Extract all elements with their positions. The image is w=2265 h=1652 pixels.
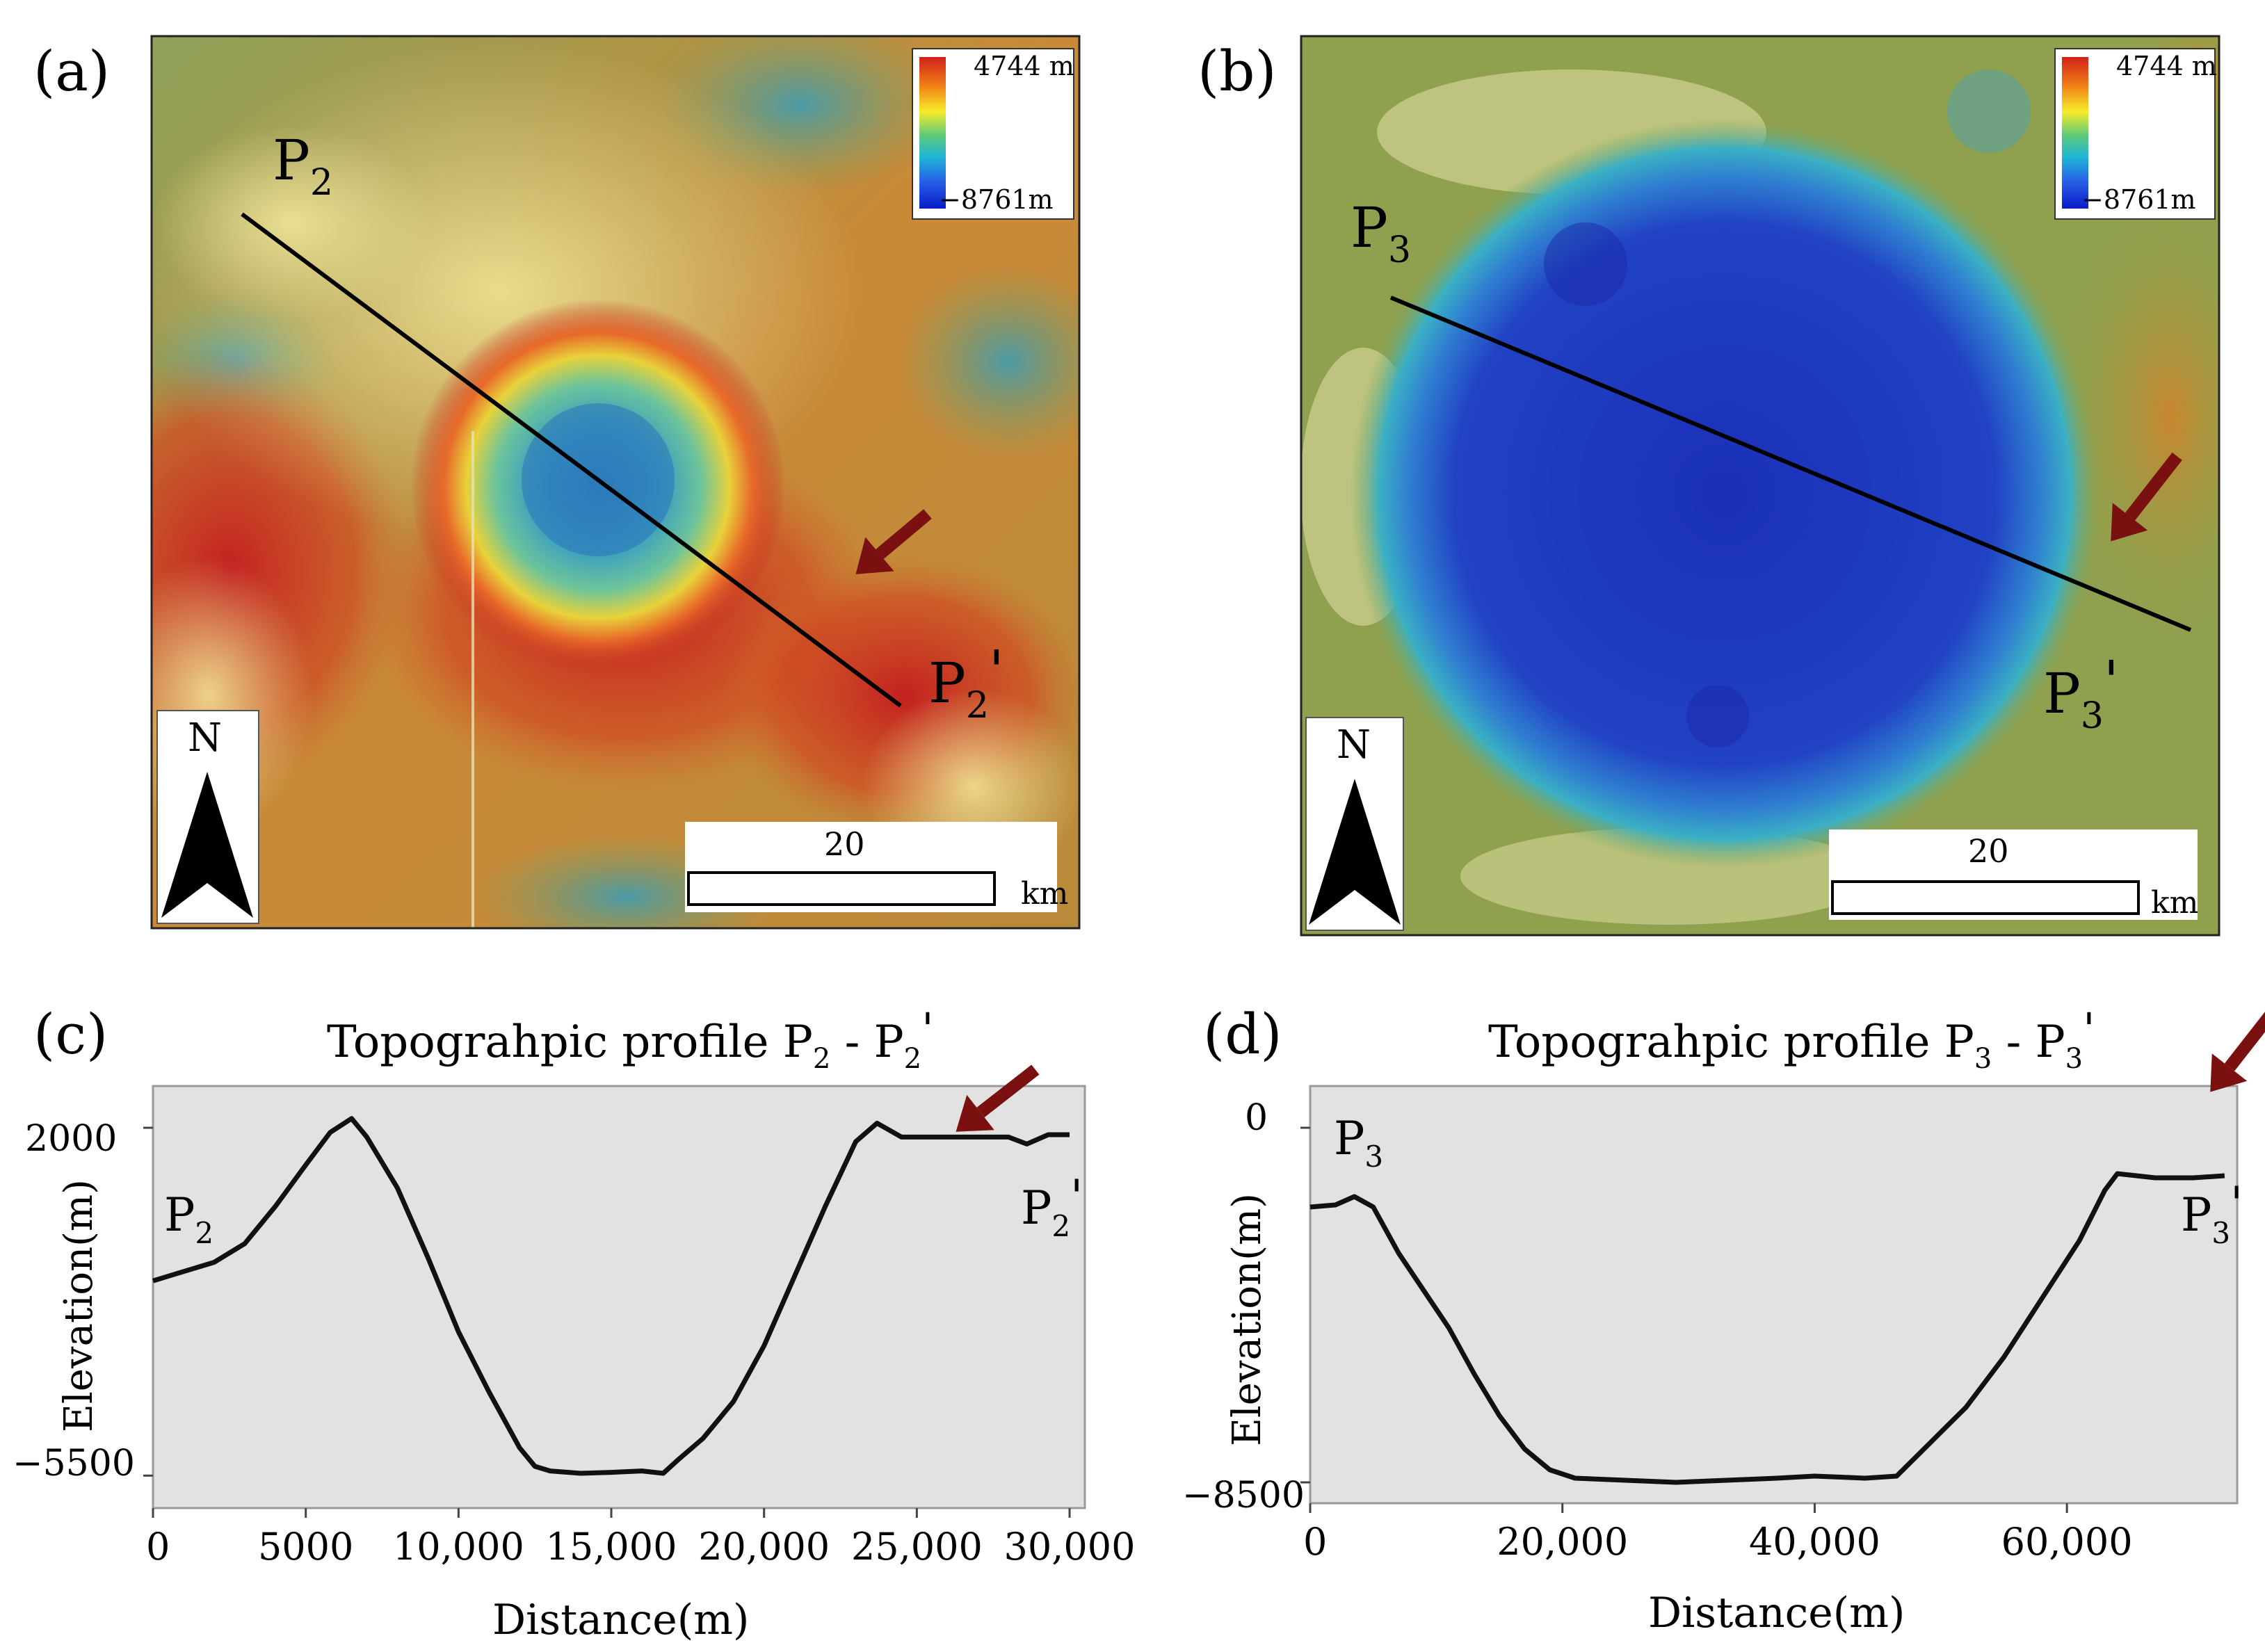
profile-line-p2 <box>241 212 902 708</box>
chart-c-end-label: P2' <box>1021 1170 1083 1243</box>
north-a-arrow-icon <box>161 772 253 918</box>
chart-c-ylabel: Elevation(m) <box>56 1179 102 1432</box>
chart-c-xtick-label: 10,000 <box>393 1525 524 1569</box>
legend-a-max: 4744 m <box>974 51 1074 81</box>
chart-d-xtick-label: 60,000 <box>2001 1520 2133 1564</box>
chart-d-plot-area <box>1309 1085 2239 1505</box>
point-p2-label: P2 <box>273 128 333 204</box>
legend-a: 4744 m −8761m <box>912 48 1074 220</box>
arrow-c-icon <box>956 1064 1040 1132</box>
chart-c-xlabel: Distance(m) <box>492 1596 749 1644</box>
chart-c-xtick-label: 5000 <box>258 1525 353 1569</box>
legend-b: 4744 m −8761m <box>2054 48 2217 220</box>
arrow-b-icon <box>2111 452 2182 542</box>
chart-d-ylabel: Elevation(m) <box>1225 1193 1270 1446</box>
panel-b-frame <box>1300 35 2220 937</box>
chart-d-title: Topograhpic profile P3 - P3' <box>1488 1004 2095 1075</box>
chart-d-end-label: P3' <box>2181 1177 2243 1250</box>
north-arrow-b: N <box>1305 717 1404 931</box>
chart-c-profile-line <box>152 1116 1070 1476</box>
scale-bar-a: 20 km <box>685 822 1068 912</box>
chart-d-xtick-label: 40,000 <box>1749 1520 1880 1564</box>
panel-d-label: (d) <box>1203 1002 1282 1067</box>
north-b-label: N <box>1337 722 1371 768</box>
chart-d-ytick-top: 0 <box>1245 1097 1268 1139</box>
chart-c-xtick-label: 25,000 <box>851 1525 983 1569</box>
point-p3-label: P3 <box>1351 195 1411 271</box>
panel-b-label: (b) <box>1198 39 1277 104</box>
north-a-label: N <box>188 715 222 761</box>
chart-d-start-label: P3 <box>1334 1112 1383 1174</box>
legend-a-min: −8761m <box>939 184 1054 215</box>
chart-c-start-label: P2 <box>164 1188 213 1250</box>
north-arrow-a: N <box>156 710 259 924</box>
chart-c-xtick-label: 15,000 <box>546 1525 677 1569</box>
chart-c-plot-area <box>152 1085 1086 1509</box>
legend-b-colorbar <box>2062 57 2088 209</box>
point-p3-prime-label: P3' <box>2043 649 2119 737</box>
profile-line-p3 <box>1389 295 2192 632</box>
chart-c-ytick-top: 2000 <box>25 1118 117 1160</box>
panel-a-label: (a) <box>33 39 110 104</box>
scale-a-value: 20 <box>824 825 865 863</box>
panel-c-label: (c) <box>33 1002 108 1067</box>
legend-b-min: −8761m <box>2081 184 2196 215</box>
chart-d: 0 20,000 40,000 60,000 0 −8500 Elevation(m)… <box>1182 1008 2265 1637</box>
chart-d-xtick-label: 20,000 <box>1497 1520 1628 1564</box>
scale-bar-b: 20 km <box>1829 829 2198 921</box>
point-p2-prime-label: P2' <box>928 638 1004 727</box>
legend-b-max: 4744 m <box>2116 51 2217 81</box>
arrow-a-icon <box>855 509 932 574</box>
chart-d-xtick-label: 0 <box>1303 1520 1327 1564</box>
chart-d-profile-line <box>1309 1171 2225 1485</box>
chart-c-title: Topograhpic profile P2 - P2' <box>327 1004 934 1075</box>
scale-a-unit: km <box>1021 876 1068 912</box>
north-b-arrow-icon <box>1309 779 1401 925</box>
chart-c: 0 5000 10,000 15,000 20,000 25,000 30,000 2000… <box>13 1064 1136 1644</box>
arrow-d-icon <box>2210 1008 2265 1092</box>
legend-a-colorbar <box>919 57 946 209</box>
chart-c-xtick-label: 0 <box>146 1525 170 1569</box>
scale-b-unit: km <box>2151 885 2198 921</box>
chart-d-ytick-bottom: −8500 <box>1182 1475 1305 1516</box>
panel-a-frame <box>150 35 1081 930</box>
scale-b-value: 20 <box>1968 832 2009 870</box>
chart-c-ytick-bottom: −5500 <box>13 1443 135 1484</box>
chart-c-xtick-label: 30,000 <box>1004 1525 1136 1569</box>
chart-d-xlabel: Distance(m) <box>1648 1589 1905 1637</box>
chart-c-xtick-label: 20,000 <box>698 1525 830 1569</box>
